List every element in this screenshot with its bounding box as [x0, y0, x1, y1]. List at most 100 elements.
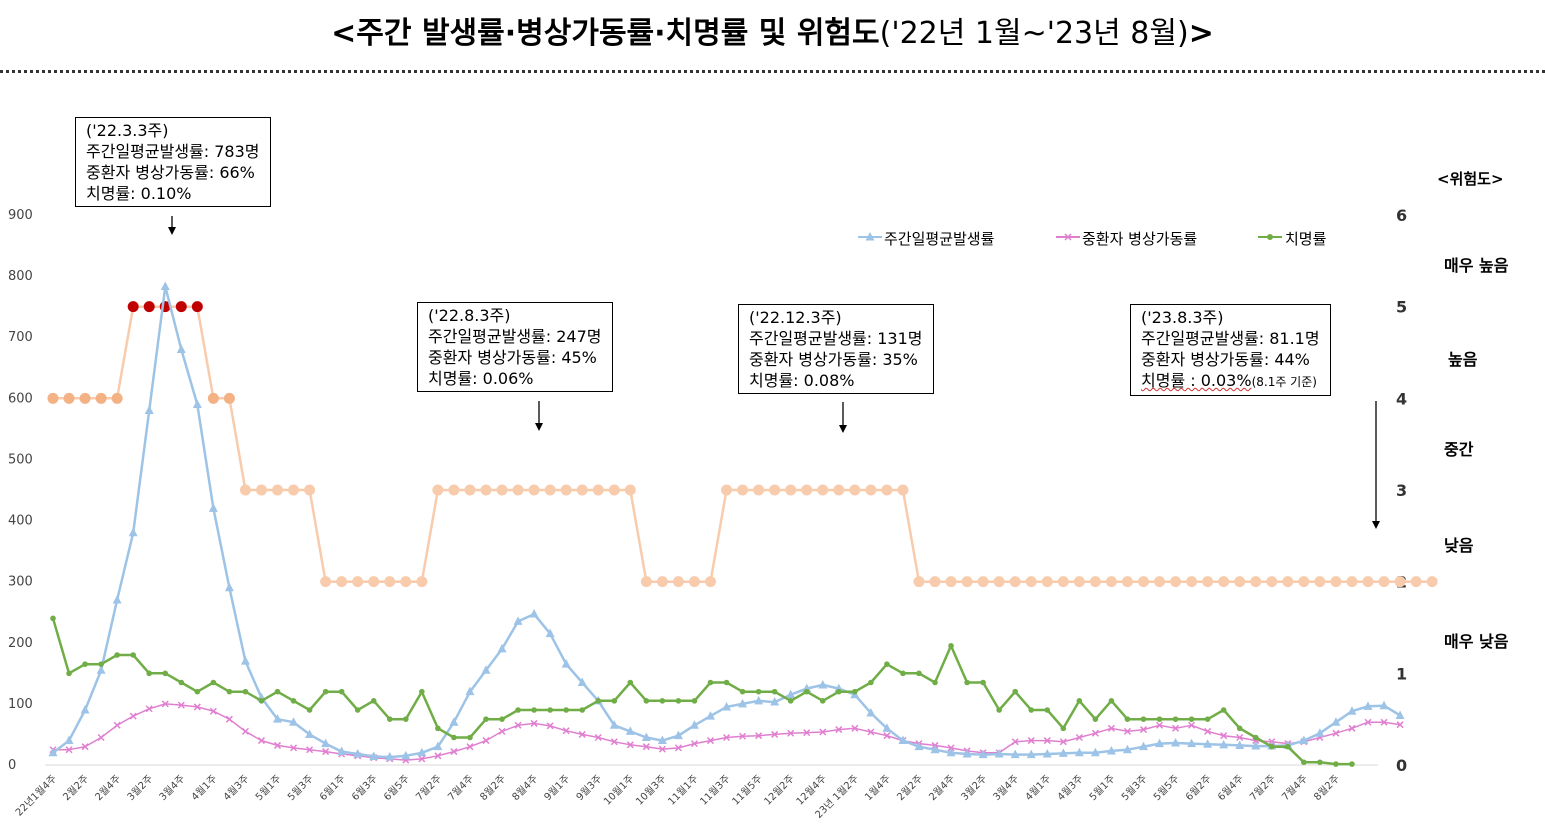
fatality-point — [819, 698, 826, 704]
x-tick-label: 8월2주 — [478, 773, 508, 803]
icu-point — [273, 741, 282, 749]
incidence-point — [882, 723, 892, 732]
incidence-point — [80, 705, 90, 714]
icu-point — [1332, 729, 1340, 737]
x-tick-label: 7월4주 — [446, 773, 476, 803]
risk-level-point — [993, 576, 1005, 588]
risk-level-point — [416, 576, 428, 588]
icu-point — [723, 733, 731, 742]
fatality-point — [258, 698, 265, 704]
risk-level-point — [865, 484, 877, 496]
icu-point — [1380, 718, 1388, 726]
incidence-point — [1347, 706, 1357, 715]
icu-point — [1188, 721, 1196, 729]
icu-point — [225, 715, 233, 723]
risk-level-point — [1250, 576, 1262, 588]
icu-point — [1172, 724, 1180, 732]
risk-level-point — [47, 392, 59, 404]
risk-level-point — [1137, 576, 1149, 588]
fatality-point — [354, 707, 361, 713]
incidence-point — [176, 344, 186, 353]
icu-point — [241, 727, 249, 735]
y-tick-label: 200 — [8, 636, 33, 651]
fatality-point — [114, 652, 120, 658]
risk-level-point — [672, 576, 684, 588]
risk-level-point — [288, 484, 300, 496]
incidence-point — [1106, 745, 1116, 755]
icu-point — [434, 752, 442, 760]
fatality-point — [130, 652, 136, 658]
risk-level-point — [624, 484, 636, 496]
incidence-point — [401, 750, 411, 760]
incidence-point — [321, 738, 331, 748]
incidence-point — [577, 677, 587, 686]
incidence-point — [497, 643, 507, 653]
icu-point — [867, 728, 875, 736]
risk-level-point — [207, 392, 219, 404]
icu-point — [129, 712, 137, 720]
icu-point — [1220, 732, 1228, 740]
y2-tick-label: 3 — [1396, 481, 1407, 500]
risk-level-point — [1218, 576, 1230, 588]
risk-level-label: 매우 낮음 — [1444, 632, 1509, 651]
x-tick-label: 5월3주 — [1119, 773, 1149, 803]
annotation-box: ('22.8.3주) 주간일평균발생률: 247명 중환자 병상가동률: 45%… — [417, 302, 613, 392]
incidence-point — [273, 714, 283, 723]
risk-level-point — [1186, 576, 1198, 588]
risk-level-point — [480, 484, 492, 496]
y2-tick-label: 5 — [1396, 298, 1407, 317]
icu-point — [113, 721, 121, 729]
incidence-point — [1331, 717, 1341, 726]
fatality-point — [1285, 743, 1291, 750]
fatality-point — [964, 679, 970, 686]
incidence-point — [1042, 749, 1052, 758]
risk-level-point — [255, 484, 267, 496]
icu-point — [642, 743, 650, 751]
risk-level-point — [432, 484, 444, 496]
icu-point — [803, 729, 811, 737]
risk-level-point — [1121, 576, 1133, 588]
fatality-point — [707, 679, 714, 686]
risk-level-point — [63, 392, 75, 404]
icu-point — [290, 744, 298, 752]
fatality-point — [1012, 688, 1018, 695]
incidence-point — [625, 726, 635, 735]
risk-level-point — [1234, 576, 1246, 588]
icu-point — [1107, 724, 1115, 732]
icu-point — [562, 727, 570, 735]
risk-level-point — [1314, 576, 1326, 588]
incidence-point — [689, 720, 699, 729]
fatality-point — [419, 688, 425, 695]
annotation-arrowhead — [168, 227, 176, 235]
fatality-point — [1156, 716, 1163, 722]
icu-point — [306, 746, 314, 754]
icu-point — [883, 732, 891, 740]
fatality-point — [835, 688, 842, 695]
risk-level-point — [1170, 576, 1182, 588]
legend-incidence: 주간일평균발생률 — [884, 230, 995, 248]
risk-level-point — [913, 576, 925, 588]
x-tick-label: 7월2주 — [1247, 773, 1277, 803]
incidence-point — [1010, 749, 1020, 759]
chart-title: <주간 발생률·병상가동률·치명률 및 위험도('22년 1월~'23년 8월)… — [331, 16, 1214, 51]
fatality-point — [451, 734, 457, 741]
fatality-point — [659, 698, 666, 704]
fatality-point — [563, 707, 569, 713]
incidence-point — [946, 747, 956, 757]
icu-point — [322, 748, 330, 756]
fatality-point — [691, 698, 698, 704]
fatality-point — [306, 707, 313, 713]
fatality-point — [1060, 725, 1067, 732]
fatality-point — [1140, 716, 1147, 722]
icu-point — [706, 737, 715, 745]
icu-point — [787, 729, 795, 737]
x-tick-label: 3월2주 — [959, 773, 989, 803]
risk-level-point — [737, 484, 749, 496]
y-tick-label: 800 — [8, 269, 33, 284]
risk-level-point — [1266, 576, 1278, 588]
incidence-point — [834, 683, 844, 693]
incidence-point — [385, 752, 395, 761]
risk-level-label: 중간 — [1444, 440, 1474, 459]
fatality-point — [787, 698, 794, 704]
